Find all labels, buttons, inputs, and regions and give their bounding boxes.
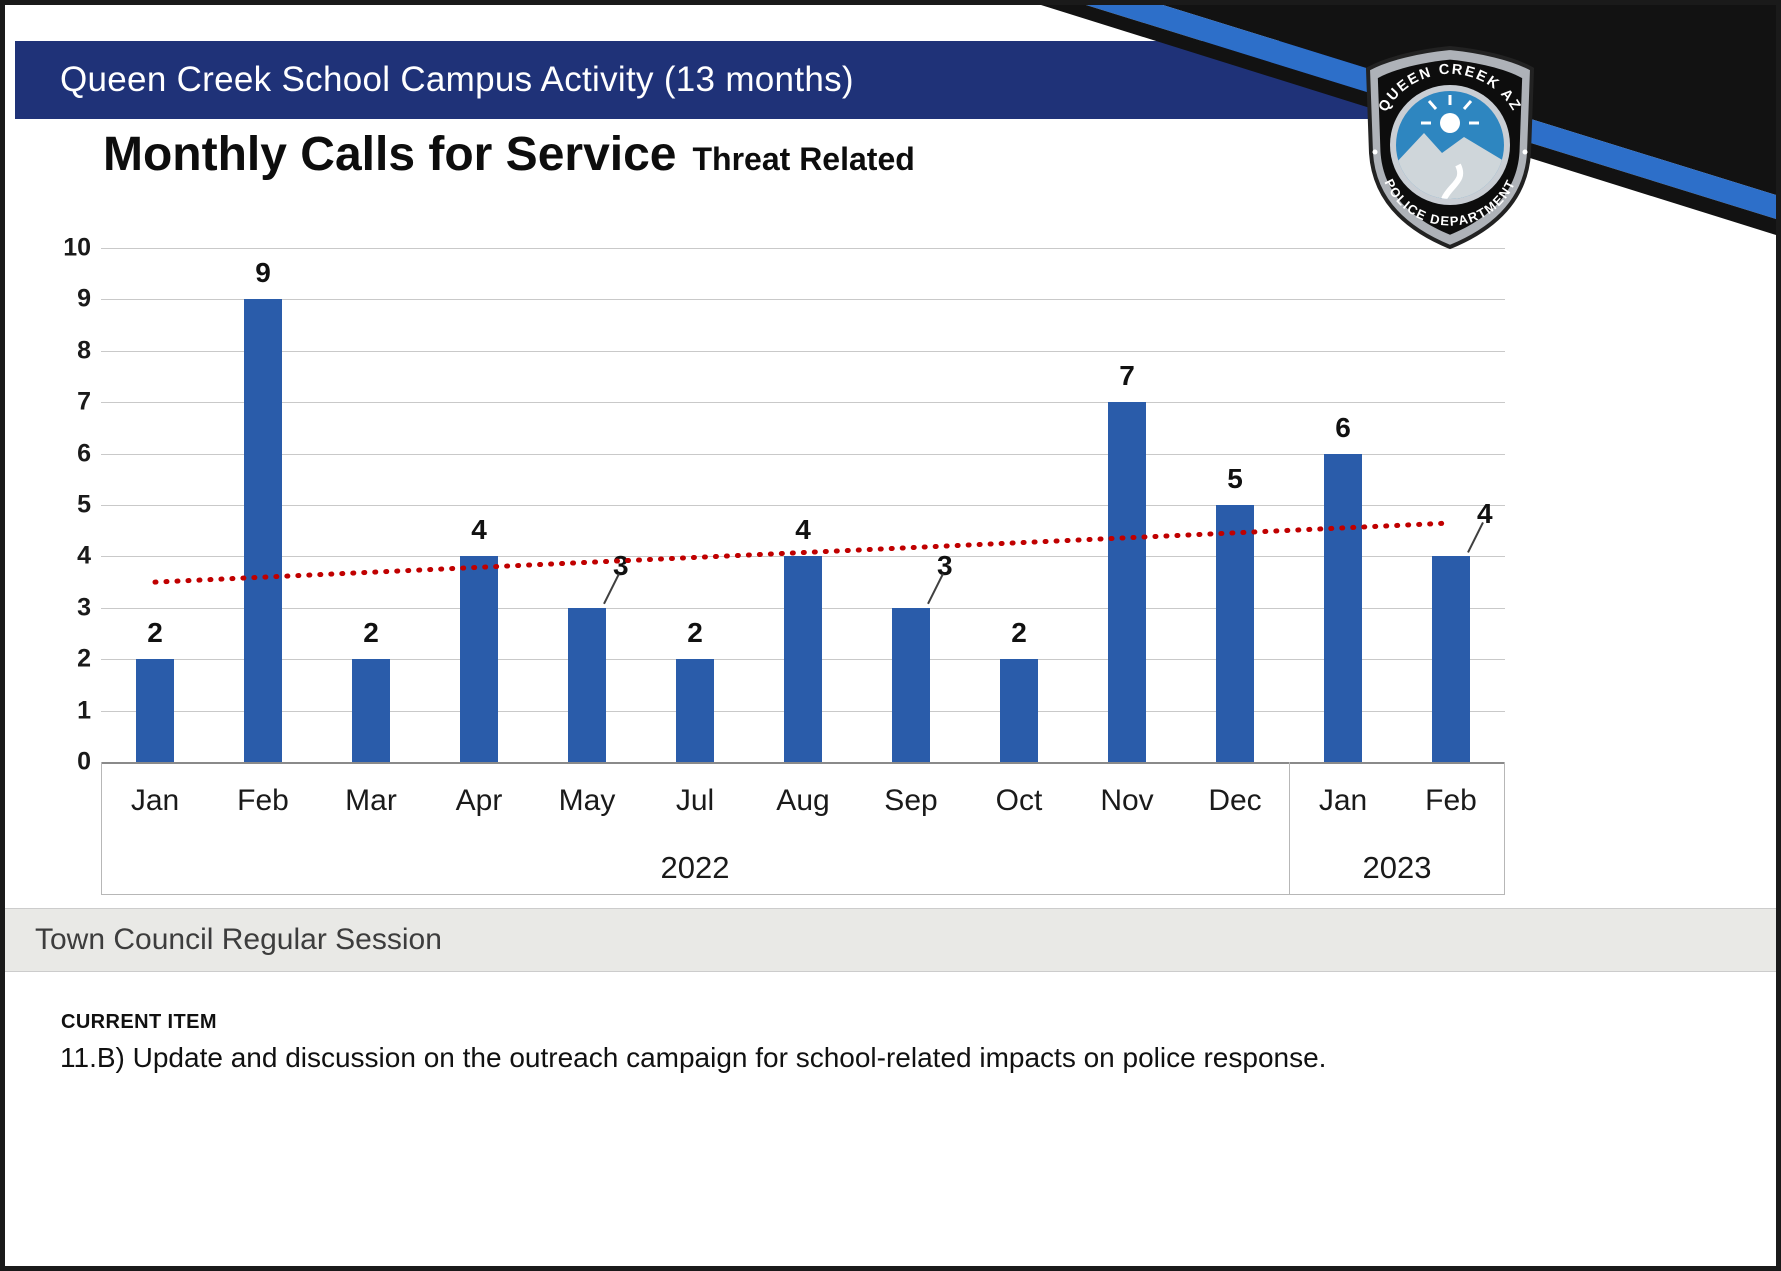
- bar: [1324, 453, 1362, 762]
- y-tick-label: 9: [77, 284, 91, 313]
- bar: [136, 659, 174, 762]
- x-tick-label: Mar: [345, 784, 397, 817]
- bar: [460, 556, 498, 762]
- x-tick-label: Jan: [130, 784, 180, 817]
- x-tick-label: Dec: [1208, 784, 1262, 817]
- x-tick-label: May: [558, 784, 616, 817]
- y-tick-label: 6: [77, 439, 91, 468]
- y-tick-label: 7: [77, 387, 91, 416]
- bar-value-label: 2: [1011, 617, 1027, 649]
- x-tick-label: Apr: [455, 784, 503, 817]
- bar-value-label: 4: [1477, 498, 1493, 530]
- y-tick-label: 1: [77, 696, 91, 725]
- x-tick-label: Nov: [1100, 784, 1154, 817]
- axis-group-border: [101, 762, 102, 894]
- bar: [568, 607, 606, 762]
- bar-value-label: 2: [147, 617, 163, 649]
- bar-value-label: 4: [795, 514, 811, 546]
- x-tick-label: Sep: [884, 784, 938, 817]
- gridline: [101, 453, 1505, 455]
- axis-group-border: [1504, 762, 1505, 894]
- x-tick-label: Feb: [237, 784, 289, 817]
- bar: [1000, 659, 1038, 762]
- y-tick-label: 10: [63, 233, 91, 262]
- y-tick-label: 8: [77, 336, 91, 365]
- bar: [676, 659, 714, 762]
- session-label: Town Council Regular Session: [35, 923, 442, 956]
- bar: [1216, 505, 1254, 762]
- y-axis: 0 1 2 3 4 5 6 7 8 9 10: [33, 234, 91, 776]
- header-title: Queen Creek School Campus Activity (13 m…: [60, 60, 854, 99]
- year-group-label: 2022: [660, 850, 730, 885]
- label-leader-line: [603, 573, 620, 605]
- y-tick-label: 3: [77, 593, 91, 622]
- label-leader-line: [1467, 521, 1484, 553]
- gridline: [101, 248, 1505, 249]
- session-bar: Town Council Regular Session: [5, 908, 1776, 972]
- bar-value-label: 2: [363, 617, 379, 649]
- bar-value-label: 2: [687, 617, 703, 649]
- bar: [784, 556, 822, 762]
- year-group-label: 2023: [1362, 850, 1432, 885]
- police-badge-logo: QUEEN CREEK AZ POLICE DEPARTMENT: [1365, 45, 1535, 250]
- bar: [892, 607, 930, 762]
- axis-group-border: [1289, 762, 1290, 894]
- bar-value-label: 5: [1227, 463, 1243, 494]
- chart-title: Monthly Calls for Service: [103, 128, 677, 181]
- bar-value-label: 6: [1335, 411, 1351, 443]
- bar: [352, 659, 390, 762]
- bar-value-label: 9: [255, 257, 271, 289]
- bar: [244, 299, 282, 762]
- current-item-label: CURRENT ITEM: [61, 1011, 217, 1033]
- bar: [1108, 402, 1146, 762]
- bar-chart-plot-area: 2 9 2 4 3 2 4 3 2 7 5 6 4: [101, 248, 1505, 764]
- y-tick-label: 4: [77, 541, 91, 570]
- x-axis-labels: Jan Feb Mar Apr May Jul Aug Sep Oct Nov Dec Jan Feb 2…: [101, 762, 1505, 895]
- bar-value-label: 3: [937, 549, 953, 581]
- gridline: [101, 299, 1505, 301]
- gridline: [101, 762, 1505, 764]
- trendline-overlay: [152, 520, 1484, 605]
- y-tick-label: 5: [77, 490, 91, 519]
- label-leader-line: [927, 573, 944, 605]
- gridline: [101, 402, 1505, 404]
- bar-value-label: 3: [613, 549, 629, 581]
- bar: [1432, 556, 1470, 762]
- y-tick-label: 0: [77, 747, 91, 776]
- current-item-text: 11.B) Update and discussion on the outre…: [60, 1042, 1327, 1073]
- x-tick-label: Oct: [995, 784, 1043, 817]
- x-tick-label: Aug: [776, 784, 830, 817]
- chart-subtitle: Threat Related: [692, 141, 915, 177]
- y-tick-label: 2: [77, 644, 91, 673]
- gridline: [101, 505, 1505, 506]
- x-tick-label: Feb: [1425, 784, 1477, 817]
- x-tick-label: Jul: [675, 784, 715, 817]
- bar-value-label: 4: [471, 514, 487, 546]
- trend-dotted-line: [152, 520, 1454, 585]
- chart-title-row: Monthly Calls for Service Threat Related: [103, 127, 915, 182]
- x-tick-label: Jan: [1318, 784, 1368, 817]
- bar-value-label: 7: [1119, 360, 1135, 392]
- gridline: [101, 350, 1505, 352]
